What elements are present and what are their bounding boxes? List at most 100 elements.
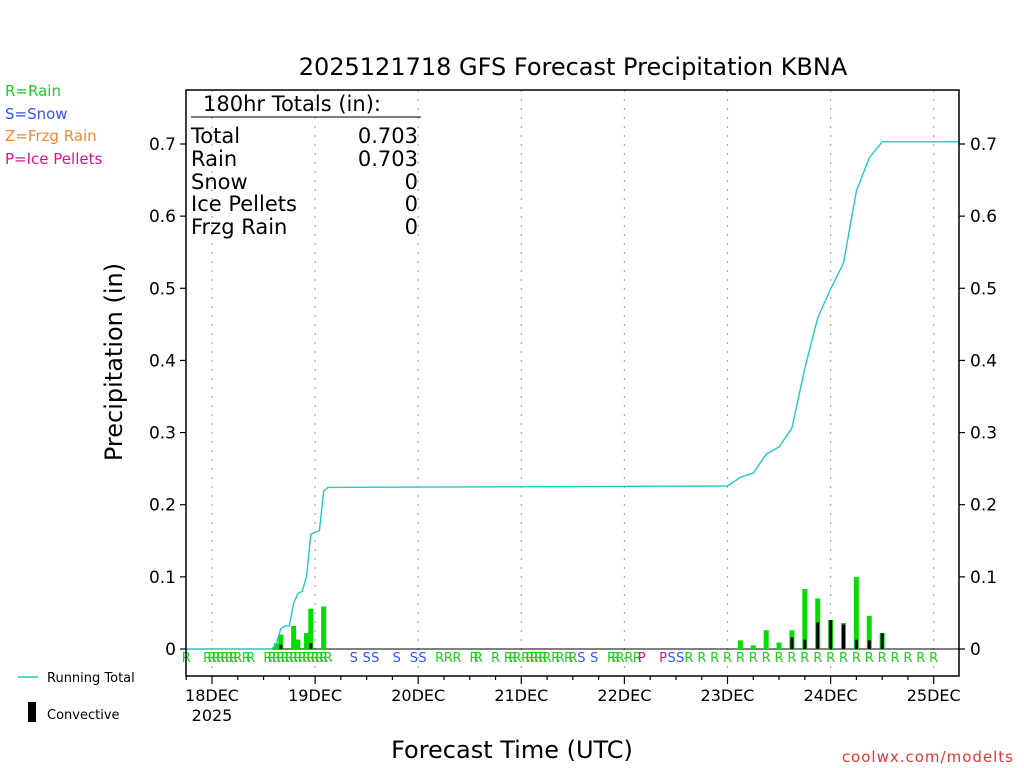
y-tick-label-right: 0.2 [970, 496, 997, 516]
x-tick-label: 25DEC [907, 686, 961, 705]
ptype-marker: R [538, 651, 547, 666]
convective-series [279, 620, 884, 649]
precip-bar [776, 642, 782, 649]
ptype-marker: R [616, 651, 625, 666]
ptype-marker: R [319, 651, 328, 666]
y-tick-label-right: 0 [970, 640, 981, 660]
ptype-marker: R [839, 651, 848, 666]
x-tick-label: 22DEC [597, 686, 651, 705]
ptype-marker: R [534, 651, 543, 666]
ptype-marker: R [633, 651, 642, 666]
ptype-marker: R [474, 651, 483, 666]
ptype-marker: R [878, 651, 887, 666]
totals-frzg-rain-value: 0 [405, 215, 418, 239]
precip-bar [802, 589, 808, 649]
convective-bar [841, 624, 845, 649]
ptype-marker: R [268, 651, 277, 666]
ptype-marker: R [903, 651, 912, 666]
ptype-marker: R [225, 651, 234, 666]
ptype-marker: R [444, 651, 453, 666]
ptype-marker: R [276, 651, 285, 666]
convective-legend-swatch [28, 702, 36, 722]
totals-rain-label: Rain [191, 147, 237, 171]
ptype-marker: R [762, 651, 771, 666]
ptype-marker: R [512, 651, 521, 666]
ptype-marker: R [246, 651, 255, 666]
totals-snow-value: 0 [405, 170, 418, 194]
y-tick-label-left: 0.5 [149, 279, 176, 299]
ptype-marker: R [285, 651, 294, 666]
y-tick-label-right: 0.4 [970, 351, 997, 371]
series-legend: Running Total Convective [18, 671, 135, 723]
ptype-marker: S [590, 651, 598, 666]
ptype-marker: S [667, 651, 675, 666]
totals-box: 180hr Totals (in): Total 0.703 Rain 0.70… [190, 92, 421, 239]
ptype-marker: R [311, 651, 320, 666]
ptype-marker: R [749, 651, 758, 666]
ptype-marker: R [543, 651, 552, 666]
precip-bar [295, 639, 301, 649]
ptype-marker: R [508, 651, 517, 666]
ptype-marker: R [568, 651, 577, 666]
ptype-marker: R [916, 651, 925, 666]
precip-bar [853, 576, 859, 649]
ptype-marker: R [723, 651, 732, 666]
legend-rain: R=Rain [5, 82, 61, 100]
ptype-marker: R [611, 651, 620, 666]
convective-bar [816, 622, 820, 649]
y-axis-label: Precipitation (in) [100, 263, 128, 461]
x-tick-label: 20DEC [391, 686, 445, 705]
ptype-marker: R [624, 651, 633, 666]
y-tick-label-left: 0.6 [149, 207, 176, 227]
chart-title: 2025121718 GFS Forecast Precipitation KB… [299, 53, 848, 81]
y-tick-label-right: 0.3 [970, 424, 997, 444]
ptype-marker: R [504, 651, 513, 666]
watermark-text: coolwx.com/modelts [842, 748, 1014, 766]
convective-bar [790, 637, 794, 649]
ptype-marker: R [852, 651, 861, 666]
precip-bar [278, 634, 284, 649]
convective-bar [829, 620, 833, 649]
ptype-marker: R [293, 651, 302, 666]
x-tick-sublabel: 2025 [192, 706, 233, 725]
ptype-marker: R [306, 651, 315, 666]
precip-bar [750, 645, 756, 649]
ptype-marker: R [229, 651, 238, 666]
totals-ice-pellets-label: Ice Pellets [191, 192, 297, 216]
y-tick-label-right: 0.1 [970, 568, 997, 588]
ptype-marker: P [659, 651, 667, 666]
ptype-marker: R [272, 651, 281, 666]
totals-ice-pellets-value: 0 [405, 192, 418, 216]
totals-frzg-rain-label: Frzg Rain [191, 215, 287, 239]
ptype-marker: R [263, 651, 272, 666]
convective-bar [867, 640, 871, 649]
convective-bar [880, 633, 884, 649]
y-tick-label-left: 0.4 [149, 351, 176, 371]
ptype-legend: R=Rain S=Snow Z=Frzg Rain P=Ice Pellets [5, 82, 102, 168]
totals-snow-label: Snow [191, 170, 248, 194]
precip-bar [737, 640, 743, 649]
y-tick-label-left: 0.3 [149, 424, 176, 444]
convective-bar [854, 639, 858, 649]
grid-lines [186, 90, 959, 676]
ptype-marker: R [233, 651, 242, 666]
ptype-marker: P [638, 651, 646, 666]
ptype-marker: S [577, 651, 585, 666]
x-axis-label: Forecast Time (UTC) [391, 736, 633, 764]
plot-frame [185, 89, 960, 677]
ptype-marker: S [350, 651, 358, 666]
convective-bar [279, 644, 283, 649]
ptype-marker: R [280, 651, 289, 666]
ptype-marker: R [452, 651, 461, 666]
ptype-marker: S [410, 651, 418, 666]
ptype-marker: R [216, 651, 225, 666]
ptype-marker: R [710, 651, 719, 666]
running-total-line [186, 141, 960, 650]
convective-bar [309, 643, 313, 649]
precip-bar [273, 643, 279, 649]
ptype-marker: R [891, 651, 900, 666]
ptype-marker: R [302, 651, 311, 666]
ptype-marker: R [207, 651, 216, 666]
y-tick-label-left: 0.1 [149, 568, 176, 588]
ptype-marker: R [491, 651, 500, 666]
